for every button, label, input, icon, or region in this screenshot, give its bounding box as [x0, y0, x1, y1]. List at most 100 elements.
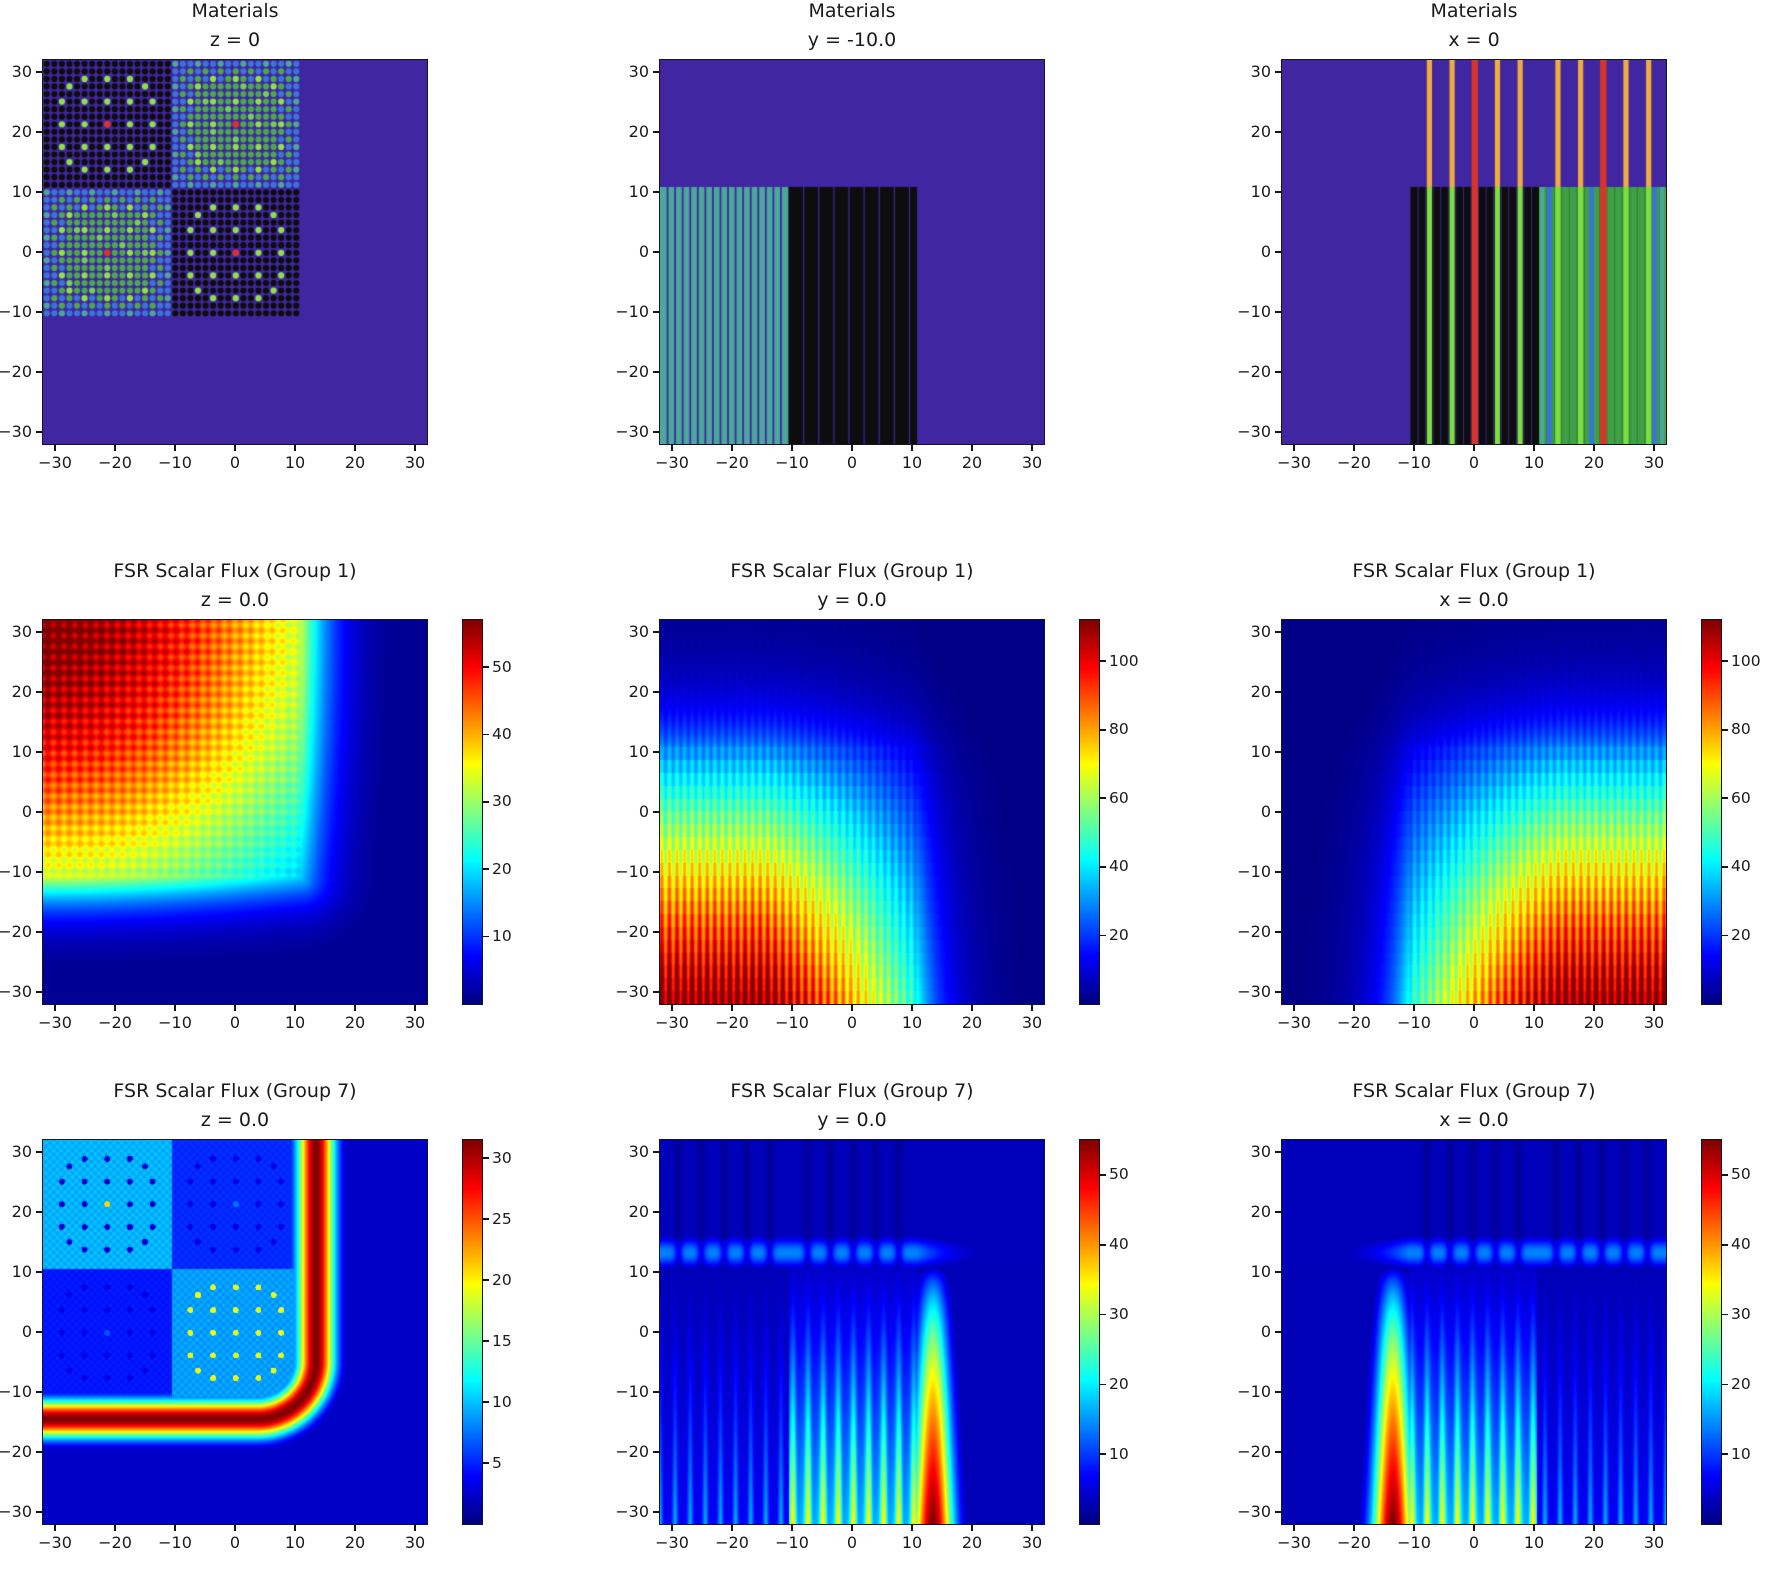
y-axis-tick-label: −30 — [0, 422, 32, 441]
y-axis-tick-label: 0 — [1260, 242, 1271, 261]
y-axis-tick — [36, 431, 42, 433]
y-axis-tick-label: −30 — [1237, 982, 1271, 1001]
colorbar-tick — [483, 1279, 489, 1281]
y-axis-tick — [1275, 871, 1281, 873]
plot-subtitle: y = 0.0 — [817, 1109, 887, 1131]
colorbar-tick-label: 80 — [1109, 720, 1129, 739]
x-axis-tick — [234, 1525, 236, 1531]
x-axis-tick-label: 20 — [344, 453, 366, 472]
colorbar-tick — [1100, 1243, 1106, 1246]
plot-subtitle: z = 0.0 — [200, 589, 270, 611]
x-axis-tick-label: 0 — [229, 1013, 241, 1032]
y-axis-tick — [36, 931, 42, 933]
y-axis-tick-label: 20 — [628, 682, 649, 701]
colorbar-tick-label: 10 — [1731, 1444, 1751, 1463]
y-axis-tick-label: 0 — [1260, 802, 1271, 821]
y-axis-tick-label: 20 — [628, 122, 649, 141]
y-axis-tick-label: 10 — [628, 182, 649, 201]
x-axis-tick-label: 0 — [229, 453, 241, 472]
x-axis-tick — [54, 1005, 56, 1011]
x-axis-tick — [1413, 445, 1415, 451]
y-axis-tick-label: 0 — [1260, 1322, 1271, 1341]
x-axis-tick-label: −10 — [775, 1533, 809, 1552]
y-axis-tick-label: 0 — [638, 1322, 649, 1341]
y-axis-tick — [1275, 691, 1281, 693]
x-axis-tick-label: 0 — [1468, 453, 1480, 472]
colorbar-tick — [483, 1340, 489, 1342]
y-axis-tick — [1275, 431, 1281, 433]
x-axis-tick-label: 20 — [344, 1013, 366, 1032]
x-axis-tick-label: 30 — [1643, 1533, 1665, 1552]
y-axis-tick — [36, 631, 42, 633]
colorbar-tick — [483, 935, 489, 938]
x-axis-tick — [174, 445, 176, 451]
x-axis-tick — [971, 1525, 973, 1531]
x-axis-tick — [1353, 1005, 1355, 1011]
y-axis-tick — [653, 871, 659, 873]
colorbar — [1701, 619, 1722, 1005]
x-axis-tick-label: −10 — [1397, 453, 1431, 472]
x-axis-tick — [414, 445, 416, 451]
colorbar-tick — [1722, 1243, 1728, 1246]
x-axis-tick-label: −10 — [158, 1013, 192, 1032]
x-axis-tick-label: −10 — [1397, 1013, 1431, 1032]
y-axis-tick-label: −30 — [0, 1502, 32, 1521]
x-axis-tick-label: −20 — [1337, 453, 1371, 472]
colorbar — [462, 1139, 483, 1525]
x-axis-tick — [1031, 1525, 1033, 1531]
y-axis-tick-label: 10 — [1250, 1262, 1271, 1281]
y-axis-tick — [36, 991, 42, 993]
y-axis-tick — [653, 371, 659, 373]
y-axis-tick-label: −20 — [1237, 362, 1271, 381]
y-axis-tick-label: −30 — [0, 982, 32, 1001]
x-axis-tick — [114, 1005, 116, 1011]
x-axis-tick-label: −30 — [655, 1533, 689, 1552]
y-axis-tick-label: 10 — [11, 742, 32, 761]
x-axis-tick-label: 10 — [901, 1533, 923, 1552]
x-axis-tick-label: 20 — [961, 1013, 983, 1032]
x-axis-tick-label: 10 — [901, 453, 923, 472]
x-axis-tick — [911, 1005, 913, 1011]
x-axis-tick — [911, 1525, 913, 1531]
y-axis-tick-label: 30 — [628, 62, 649, 81]
x-axis-tick — [1593, 1005, 1595, 1011]
x-axis-tick — [1293, 445, 1295, 451]
y-axis-tick-label: 0 — [21, 1322, 32, 1341]
x-axis-tick — [1353, 445, 1355, 451]
x-axis-tick — [851, 1525, 853, 1531]
x-axis-tick — [851, 1005, 853, 1011]
y-axis-tick-label: 0 — [638, 242, 649, 261]
y-axis-tick — [653, 1211, 659, 1213]
x-axis-tick-label: −10 — [1397, 1533, 1431, 1552]
plot-subtitle: y = -10.0 — [807, 29, 897, 51]
x-axis-tick-label: −10 — [775, 1013, 809, 1032]
x-axis-tick-label: −20 — [715, 1013, 749, 1032]
y-axis-tick — [1275, 811, 1281, 813]
y-axis-tick-label: 20 — [1250, 682, 1271, 701]
colorbar-tick — [1100, 660, 1106, 662]
colorbar-tick — [1722, 728, 1728, 731]
y-axis-tick-label: 10 — [1250, 182, 1271, 201]
y-axis-tick — [1275, 991, 1281, 993]
y-axis-tick — [1275, 71, 1281, 73]
x-axis-tick-label: 30 — [1643, 1013, 1665, 1032]
colorbar-tick-label: 40 — [1731, 857, 1751, 876]
colorbar-tick-label: 40 — [1109, 857, 1129, 876]
y-axis-tick-label: −20 — [615, 1442, 649, 1461]
colorbar-tick-label: 5 — [492, 1453, 502, 1472]
colorbar-tick — [1100, 728, 1106, 731]
y-axis-tick — [1275, 1211, 1281, 1213]
colorbar-tick-label: 10 — [492, 927, 512, 946]
x-axis-tick-label: −30 — [655, 1013, 689, 1032]
x-axis-tick-label: −20 — [715, 453, 749, 472]
colorbar — [1079, 619, 1100, 1005]
y-axis-tick — [653, 131, 659, 133]
x-axis-tick — [1293, 1005, 1295, 1011]
y-axis-tick-label: 10 — [11, 1262, 32, 1281]
colorbar-tick — [483, 1218, 489, 1221]
colorbar-tick-label: 50 — [1109, 1165, 1129, 1184]
y-axis-tick-label: −10 — [0, 1382, 32, 1401]
plot-title: FSR Scalar Flux (Group 7) — [1352, 1080, 1596, 1102]
plot-title: Materials — [1430, 0, 1518, 22]
